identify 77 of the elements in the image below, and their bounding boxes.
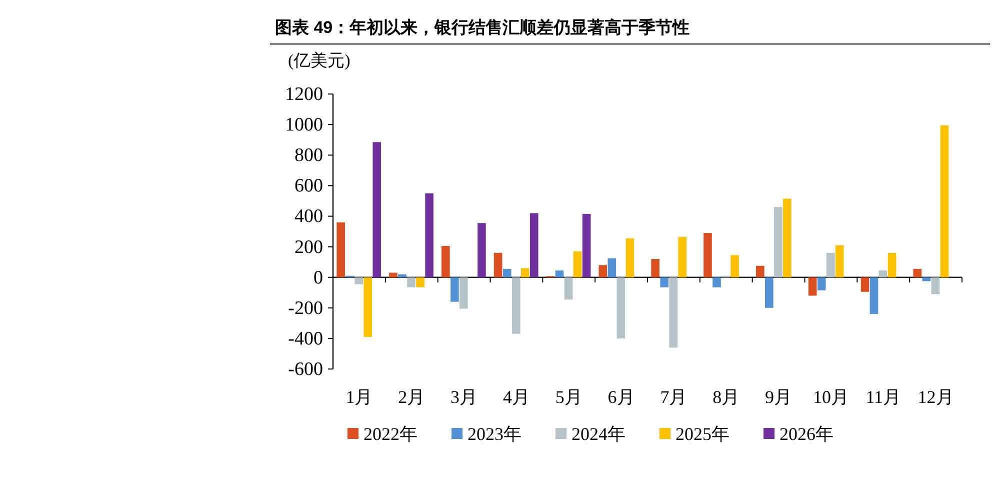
x-tick-label: 2月 [398, 387, 426, 407]
bar [389, 272, 398, 278]
bar [460, 277, 468, 309]
y-tick-label: 200 [294, 236, 323, 258]
bar [354, 277, 363, 284]
bar [502, 268, 512, 278]
legend-label: 2025年 [676, 424, 730, 444]
bar [478, 223, 486, 278]
bar [940, 125, 949, 278]
y-tick-label: -200 [288, 298, 323, 319]
x-tick-label: 11月 [866, 387, 902, 407]
y-tick-label: -600 [288, 359, 323, 380]
bar [582, 214, 591, 278]
bar [783, 198, 792, 278]
x-tick-label: 8月 [712, 387, 740, 407]
bar [808, 277, 817, 296]
bar [450, 277, 459, 302]
bar [774, 207, 782, 278]
bar [598, 265, 608, 278]
bar [398, 274, 406, 278]
bar [564, 277, 573, 300]
bar [626, 238, 634, 278]
x-tick-label: 10月 [812, 387, 849, 407]
bar [835, 245, 844, 278]
bar [913, 268, 922, 278]
y-tick-label: 0 [314, 267, 323, 288]
y-axis-title: (亿美元) [288, 51, 350, 70]
bar [336, 222, 345, 278]
bar [494, 252, 502, 278]
bar [826, 252, 835, 278]
bar [608, 258, 616, 278]
bar [616, 277, 626, 338]
x-tick-label: 7月 [660, 387, 688, 407]
y-tick-label: 600 [294, 176, 323, 197]
legend-label: 2022年 [364, 424, 418, 444]
bar [878, 270, 888, 278]
y-tick-label: 800 [294, 145, 323, 166]
legend-label: 2024年 [572, 424, 626, 444]
bar [407, 277, 416, 288]
bar [860, 277, 870, 292]
y-tick-label: 1200 [285, 84, 323, 105]
bar [678, 236, 687, 278]
bar [931, 277, 940, 294]
x-tick-label: 3月 [450, 387, 478, 407]
bar [573, 251, 582, 278]
bar [555, 270, 564, 278]
y-tick-label: 1000 [285, 114, 323, 136]
legend-label: 2026年 [780, 424, 834, 444]
bar [756, 266, 764, 278]
x-tick-label: 12月 [918, 387, 954, 407]
bar [712, 277, 721, 288]
bar [730, 255, 739, 278]
y-tick-label: -400 [288, 328, 323, 350]
chart-title: 图表 49：年初以来，银行结售汇顺差仍显著高于季节性 [275, 18, 690, 37]
x-tick-label: 9月 [765, 387, 792, 407]
bar [416, 277, 424, 288]
x-tick-label: 4月 [502, 387, 530, 407]
bar [651, 259, 660, 278]
bar [888, 252, 896, 278]
bar [372, 142, 382, 278]
bar [817, 277, 826, 290]
bar [512, 277, 520, 334]
bar [669, 277, 678, 348]
x-tick-label: 6月 [608, 387, 635, 407]
bar [425, 193, 434, 278]
bar [530, 213, 538, 278]
x-tick-label: 5月 [555, 387, 582, 407]
legend-label: 2023年 [468, 424, 522, 444]
bar [364, 277, 372, 337]
bar [870, 277, 878, 314]
bar [660, 277, 668, 288]
bar [765, 277, 774, 308]
bar [520, 268, 530, 278]
bar [704, 233, 712, 278]
bar [442, 246, 450, 278]
y-tick-label: 400 [294, 206, 323, 228]
x-tick-label: 1月 [346, 387, 373, 407]
